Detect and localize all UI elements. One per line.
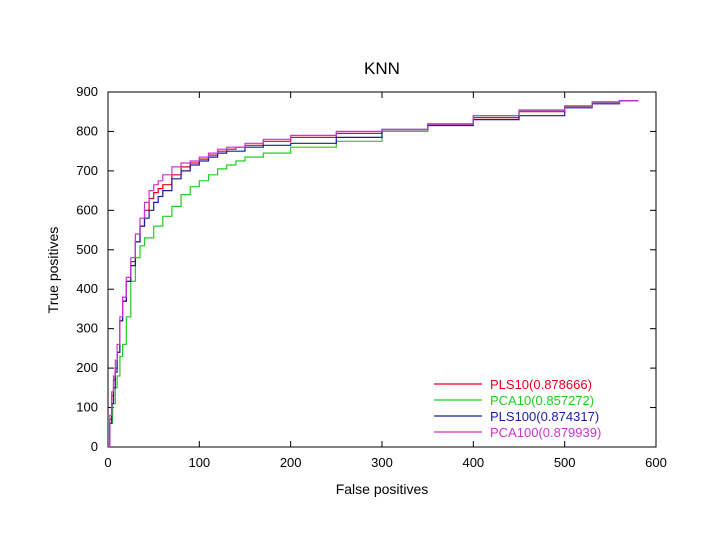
x-tick-label: 500 [554, 455, 576, 470]
series-lines [108, 100, 639, 448]
legend-label: PCA10(0.857272) [490, 393, 594, 408]
y-tick-label: 200 [76, 360, 98, 375]
y-tick-label: 900 [76, 84, 98, 99]
legend-label: PLS10(0.878666) [490, 377, 592, 392]
y-tick-label: 100 [76, 400, 98, 415]
x-axis-label: False positives [336, 481, 429, 497]
y-tick-label: 600 [76, 202, 98, 217]
x-tick-label: 300 [371, 455, 393, 470]
x-tick-label: 100 [188, 455, 210, 470]
chart-title: KNN [364, 59, 400, 78]
y-axis-ticks: 0 100 200 300 400 500 600 700 800 900 [76, 84, 656, 454]
y-tick-label: 800 [76, 123, 98, 138]
y-tick-label: 700 [76, 163, 98, 178]
y-tick-label: 300 [76, 321, 98, 336]
series-line-4 [108, 100, 639, 448]
x-tick-label: 600 [645, 455, 667, 470]
y-tick-label: 400 [76, 281, 98, 296]
legend-label: PCA100(0.879939) [490, 425, 601, 440]
x-tick-label: 200 [280, 455, 302, 470]
y-axis-label: True positives [45, 227, 61, 314]
legend-label: PLS100(0.874317) [490, 409, 599, 424]
legend: PLS10(0.878666)PCA10(0.857272)PLS100(0.8… [434, 377, 601, 440]
y-tick-label: 500 [76, 242, 98, 257]
x-axis-ticks: 0 100 200 300 400 500 600 [104, 92, 667, 470]
x-tick-label: 400 [462, 455, 484, 470]
y-tick-label: 0 [91, 439, 98, 454]
x-tick-label: 0 [104, 455, 111, 470]
